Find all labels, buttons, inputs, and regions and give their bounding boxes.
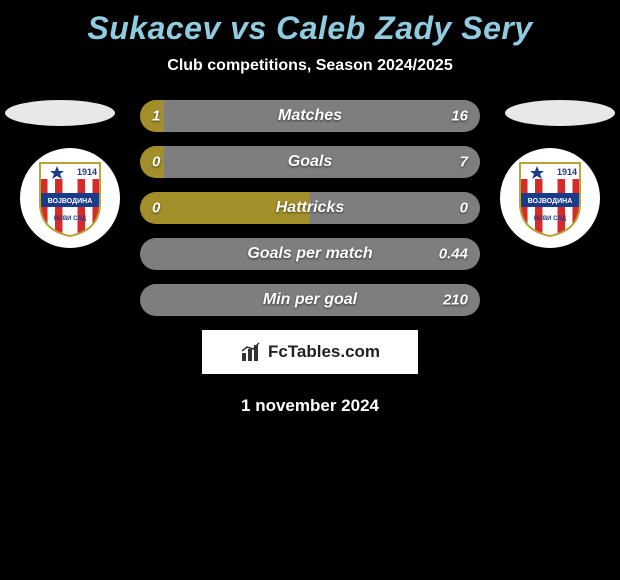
svg-text:ВОЈВОДИНА: ВОЈВОДИНА: [48, 198, 93, 205]
stat-bar-right-value: 7: [460, 154, 468, 171]
stat-bar-label: Goals: [288, 153, 332, 171]
svg-text:НОВИ САД: НОВИ САД: [534, 216, 567, 222]
brand-text: FcTables.com: [268, 342, 380, 362]
stat-bar-right-value: 0: [460, 200, 468, 217]
svg-text:1914: 1914: [557, 167, 577, 177]
stat-bar-row: 210 Min per goal: [140, 284, 480, 316]
stat-bar-label: Goals per match: [247, 245, 372, 263]
stat-bar-label: Min per goal: [263, 291, 357, 309]
club-badge-right: 1914 ВОЈВОДИНА НОВИ САД: [500, 148, 600, 248]
date-line: 1 november 2024: [0, 396, 620, 416]
stat-bar-row: 0 0 Hattricks: [140, 192, 480, 224]
stat-bar-label: Matches: [278, 107, 342, 125]
stat-bar-right-value: 210: [443, 292, 468, 309]
comparison-bars: 1 16 Matches 0 7 Goals 0 0 Hattricks 0.44 Goals pe…: [140, 100, 480, 316]
stat-bar-row: 0 7 Goals: [140, 146, 480, 178]
club-crest-icon: 1914 ВОЈВОДИНА НОВИ САД: [515, 158, 585, 238]
svg-text:1914: 1914: [77, 167, 97, 177]
club-crest-icon: 1914 ВОЈВОДИНА НОВИ САД: [35, 158, 105, 238]
page-title: Sukacev vs Caleb Zady Sery: [0, 0, 620, 47]
comparison-stage: 1914 ВОЈВОДИНА НОВИ САД: [0, 100, 620, 416]
brand-box: FcTables.com: [202, 330, 418, 374]
svg-text:НОВИ САД: НОВИ САД: [54, 216, 87, 222]
stat-bar-row: 0.44 Goals per match: [140, 238, 480, 270]
club-badge-left: 1914 ВОЈВОДИНА НОВИ САД: [20, 148, 120, 248]
bar-chart-icon: [240, 341, 262, 363]
stat-bar-row: 1 16 Matches: [140, 100, 480, 132]
stat-bar-left-value: 0: [152, 154, 160, 171]
stat-bar-left-value: 1: [152, 108, 160, 125]
stat-bar-right-value: 16: [451, 108, 468, 125]
stat-bar-left-value: 0: [152, 200, 160, 217]
stat-bar-label: Hattricks: [276, 199, 344, 217]
page-subtitle: Club competitions, Season 2024/2025: [0, 57, 620, 75]
player-ellipse-right: [505, 100, 615, 126]
svg-text:ВОЈВОДИНА: ВОЈВОДИНА: [528, 198, 573, 205]
stat-bar-right-value: 0.44: [439, 246, 468, 263]
player-ellipse-left: [5, 100, 115, 126]
